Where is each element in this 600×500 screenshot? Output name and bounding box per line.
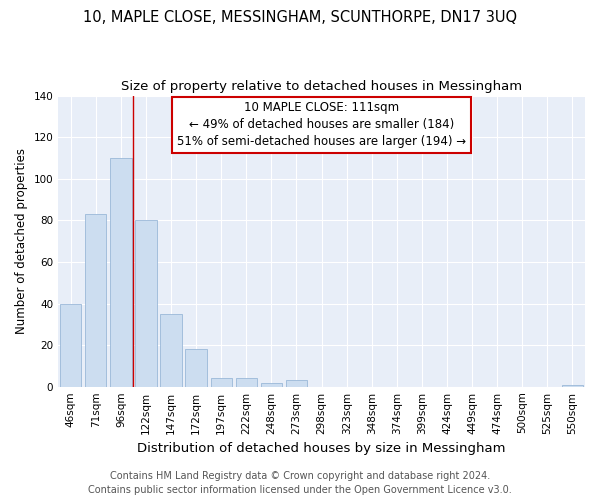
Bar xyxy=(160,314,182,386)
Text: 10, MAPLE CLOSE, MESSINGHAM, SCUNTHORPE, DN17 3UQ: 10, MAPLE CLOSE, MESSINGHAM, SCUNTHORPE,… xyxy=(83,10,517,25)
X-axis label: Distribution of detached houses by size in Messingham: Distribution of detached houses by size … xyxy=(137,442,506,455)
Bar xyxy=(562,384,583,386)
Text: 10 MAPLE CLOSE: 111sqm
← 49% of detached houses are smaller (184)
51% of semi-de: 10 MAPLE CLOSE: 111sqm ← 49% of detached… xyxy=(177,102,466,148)
Bar xyxy=(185,350,207,387)
Bar xyxy=(85,214,106,386)
Bar xyxy=(286,380,307,386)
Text: Contains HM Land Registry data © Crown copyright and database right 2024.
Contai: Contains HM Land Registry data © Crown c… xyxy=(88,471,512,495)
Bar xyxy=(261,382,282,386)
Bar xyxy=(60,304,82,386)
Bar xyxy=(136,220,157,386)
Bar xyxy=(110,158,131,386)
Title: Size of property relative to detached houses in Messingham: Size of property relative to detached ho… xyxy=(121,80,522,93)
Bar xyxy=(236,378,257,386)
Y-axis label: Number of detached properties: Number of detached properties xyxy=(15,148,28,334)
Bar xyxy=(211,378,232,386)
